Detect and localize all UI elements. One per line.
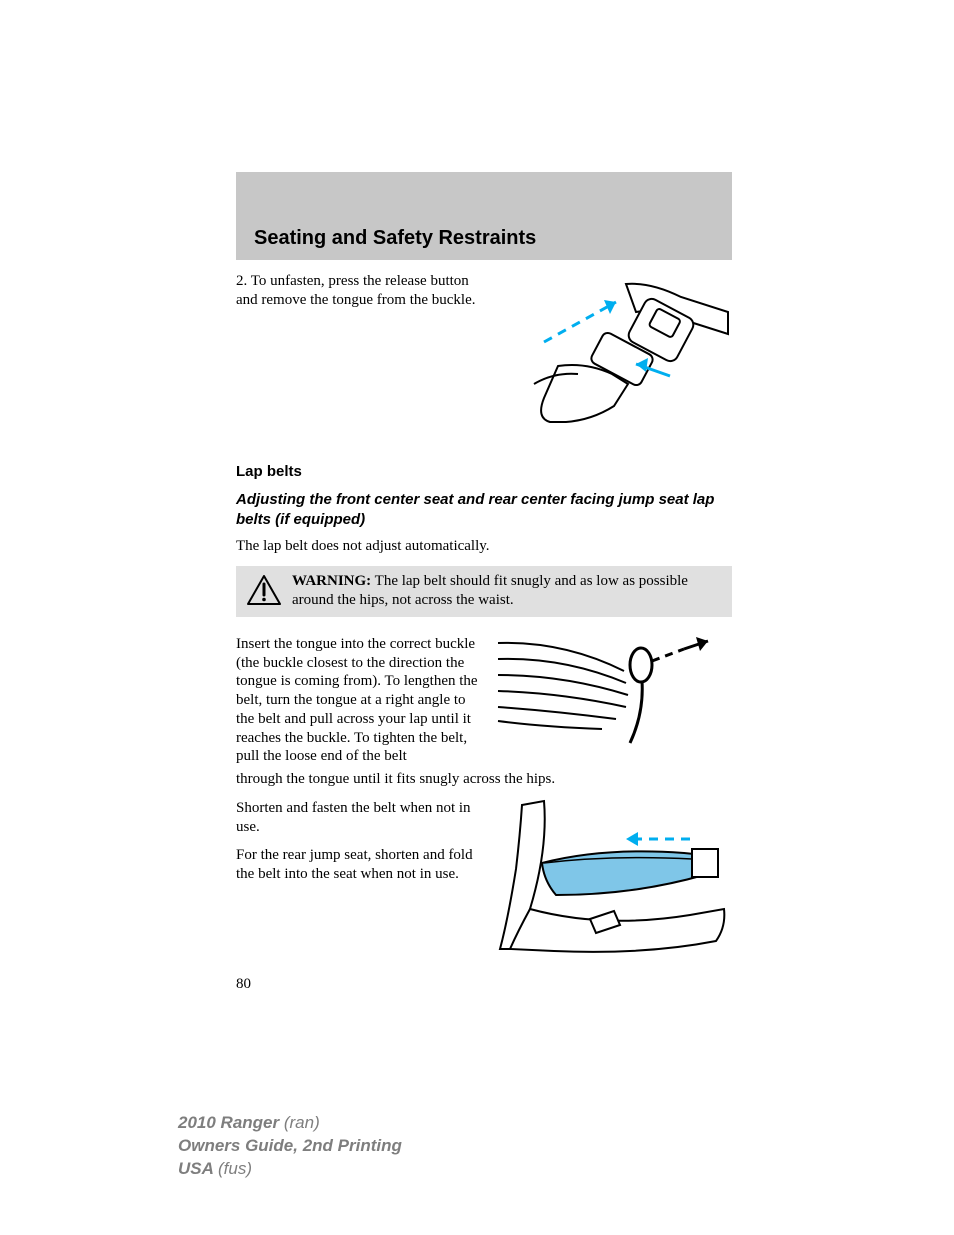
footer-model-code: (ran) xyxy=(284,1113,320,1132)
footer-region: USA xyxy=(178,1159,218,1178)
shorten-col: Shorten and fasten the belt when not in … xyxy=(236,799,482,894)
insert-text-partial: Insert the tongue into the correct buckl… xyxy=(236,635,482,766)
belt-lengthen-figure xyxy=(494,635,724,758)
shorten-text: Shorten and fasten the belt when not in … xyxy=(236,799,482,837)
page-content: Seating and Safety Restraints 2. To unfa… xyxy=(236,172,732,993)
lap-belts-subheading: Adjusting the front center seat and rear… xyxy=(236,490,732,529)
jump-seat-figure xyxy=(494,799,730,964)
footer-line2: Owners Guide, 2nd Printing xyxy=(178,1135,402,1158)
footer-region-code: (fus) xyxy=(218,1159,252,1178)
insert-row: Insert the tongue into the correct buckl… xyxy=(236,635,732,766)
page-number: 80 xyxy=(236,976,732,993)
lap-belts-heading: Lap belts xyxy=(236,463,732,480)
footer-model: 2010 Ranger xyxy=(178,1113,284,1132)
shorten-row: Shorten and fasten the belt when not in … xyxy=(236,799,732,964)
footer-line1: 2010 Ranger (ran) xyxy=(178,1112,402,1135)
footer: 2010 Ranger (ran) Owners Guide, 2nd Prin… xyxy=(178,1112,402,1181)
warning-text: WARNING: The lap belt should fit snugly … xyxy=(292,572,722,610)
step2-row: 2. To unfasten, press the release button… xyxy=(236,272,732,445)
insert-text-tail: through the tongue until it fits snugly … xyxy=(236,770,732,789)
step2-text: 2. To unfasten, press the release button… xyxy=(236,272,484,445)
footer-line3: USA (fus) xyxy=(178,1158,402,1181)
lap-belts-intro: The lap belt does not adjust automatical… xyxy=(236,537,732,556)
insert-row-wrap: Insert the tongue into the correct buckl… xyxy=(236,635,732,789)
rear-jump-text: For the rear jump seat, shorten and fold… xyxy=(236,846,482,884)
section-title: Seating and Safety Restraints xyxy=(254,227,536,250)
warning-label: WARNING: xyxy=(292,573,371,589)
section-header-bar: Seating and Safety Restraints xyxy=(236,172,732,260)
buckle-release-figure xyxy=(496,272,732,445)
warning-box: WARNING: The lap belt should fit snugly … xyxy=(236,566,732,617)
warning-icon xyxy=(246,572,282,611)
